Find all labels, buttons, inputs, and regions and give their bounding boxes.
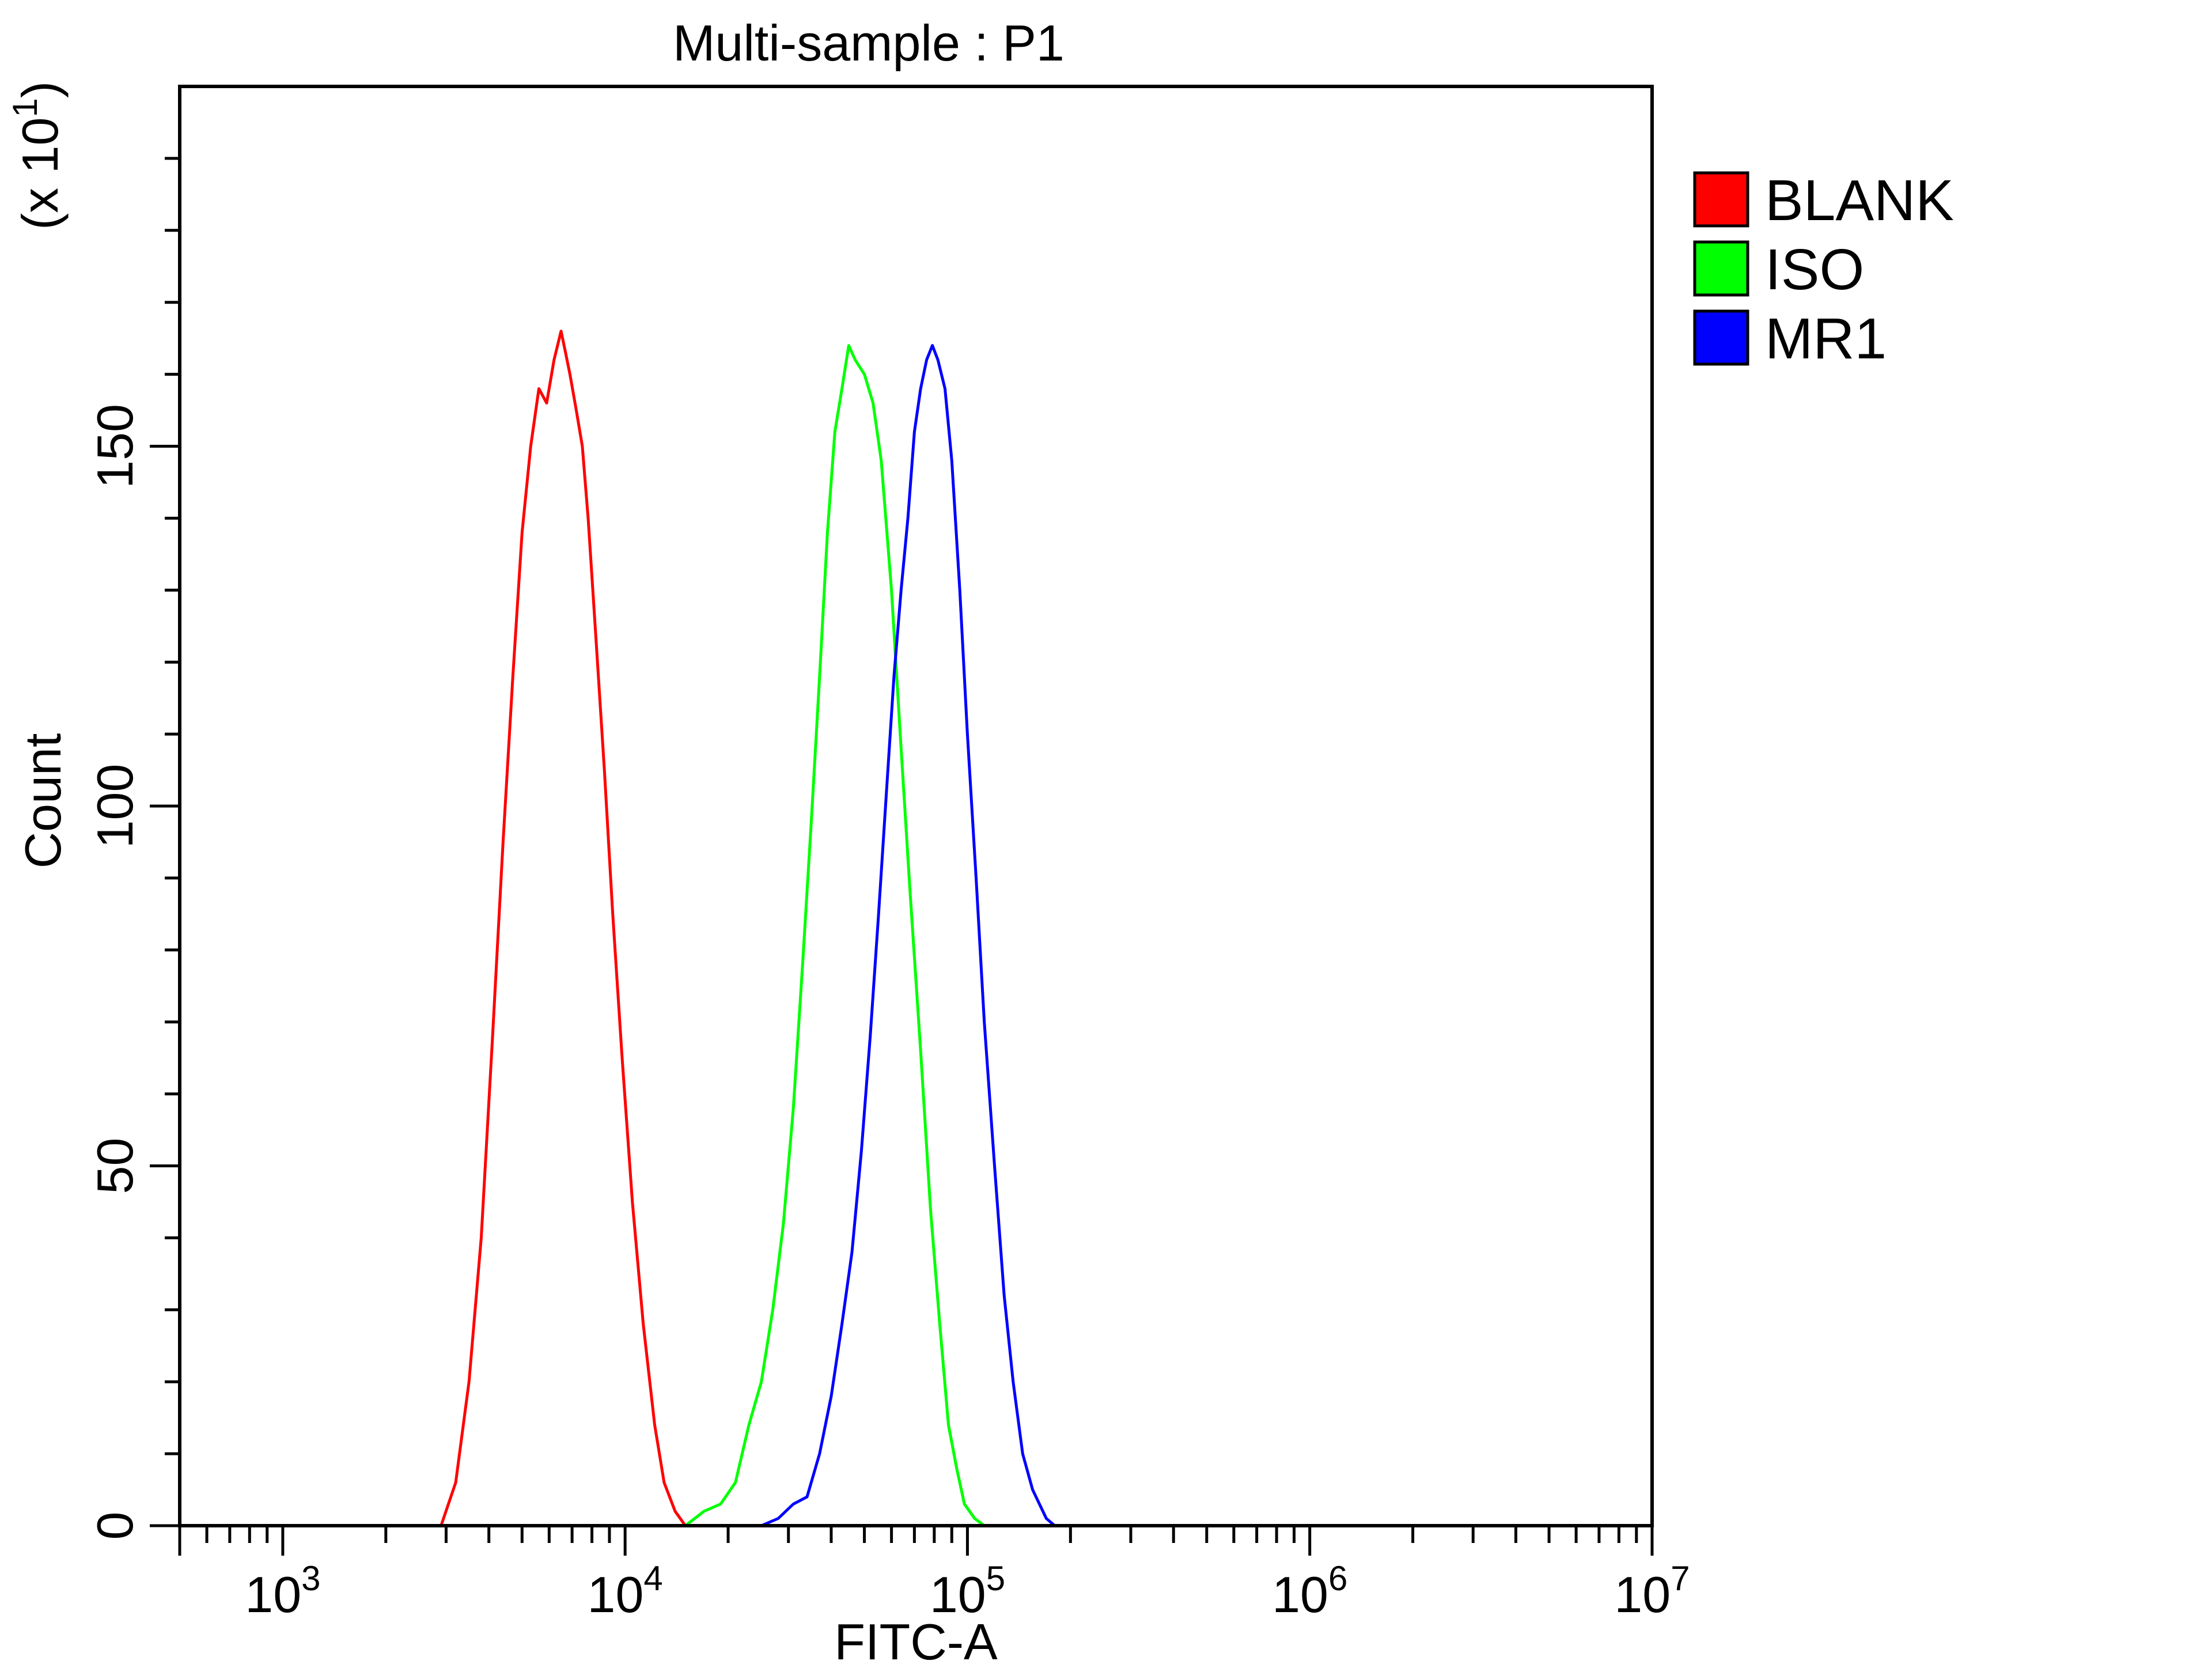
series-line-mr1 (760, 344, 1056, 1527)
legend-swatch-blank (1693, 171, 1749, 228)
x-tick-label: 107 (1614, 1559, 1690, 1623)
y-multiplier-label: (x 101) (6, 81, 69, 230)
y-tick-label: 100 (86, 764, 143, 849)
chart-title: Multi-sample : P1 (673, 14, 1065, 71)
y-tick-label: 0 (86, 1512, 143, 1540)
y-tick-label: 150 (86, 404, 143, 489)
x-tick-base: 10 (1614, 1566, 1671, 1623)
legend-label-iso: ISO (1765, 237, 1864, 302)
y-axis-ticks: 0 50 100 150 (86, 157, 180, 1540)
x-tick-label: 105 (930, 1559, 1005, 1623)
y-tick-label: 50 (86, 1138, 143, 1194)
x-tick-base: 10 (930, 1566, 986, 1623)
x-tick-exponent: 3 (301, 1559, 320, 1598)
x-tick-base: 10 (588, 1566, 644, 1623)
legend-swatch-mr1 (1693, 309, 1749, 366)
x-axis-ticks: 103 104 105 106 107 (178, 1526, 1690, 1623)
x-tick-label: 104 (588, 1559, 663, 1623)
y-multiplier-exponent: 1 (6, 98, 44, 117)
series-line-blank (440, 330, 687, 1527)
x-tick-exponent: 5 (986, 1559, 1005, 1598)
legend-label-mr1: MR1 (1765, 307, 1887, 371)
x-axis-label: FITC-A (834, 1613, 998, 1668)
y-multiplier-close: ) (12, 81, 69, 98)
y-axis-label: Count (14, 733, 71, 869)
x-tick-exponent: 7 (1671, 1559, 1690, 1598)
x-tick-label: 103 (245, 1559, 320, 1623)
series-group (440, 330, 1056, 1527)
x-tick-base: 10 (1272, 1566, 1328, 1623)
y-multiplier-base: (x 10 (12, 118, 69, 230)
x-tick-exponent: 4 (643, 1559, 662, 1598)
series-line-iso (684, 344, 986, 1527)
legend-swatch-iso (1693, 240, 1749, 297)
x-tick-exponent: 6 (1328, 1559, 1347, 1598)
x-tick-label: 106 (1272, 1559, 1347, 1623)
legend-label-blank: BLANK (1765, 168, 1954, 233)
plot-frame (178, 85, 1654, 1527)
x-tick-base: 10 (245, 1566, 301, 1623)
